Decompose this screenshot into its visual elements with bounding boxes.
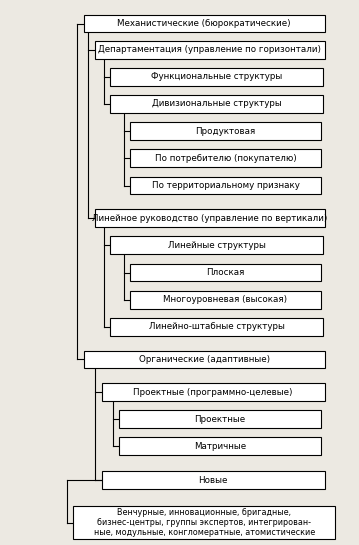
FancyBboxPatch shape xyxy=(102,383,325,401)
Text: Механистические (бюрократические): Механистические (бюрократические) xyxy=(117,19,291,28)
Text: Продуктовая: Продуктовая xyxy=(195,126,256,136)
FancyBboxPatch shape xyxy=(94,209,325,227)
Text: Плоская: Плоская xyxy=(206,268,245,277)
Text: Проектные (программно-целевые): Проектные (программно-целевые) xyxy=(133,387,293,397)
Text: Матричные: Матричные xyxy=(194,442,246,451)
Text: Проектные: Проектные xyxy=(195,415,246,424)
Text: Новые: Новые xyxy=(199,476,228,485)
Text: Многоуровневая (высокая): Многоуровневая (высокая) xyxy=(163,295,288,304)
Text: Органические (адаптивные): Органические (адаптивные) xyxy=(139,355,270,364)
FancyBboxPatch shape xyxy=(130,122,321,140)
Text: Линейное руководство (управление по вертикали): Линейное руководство (управление по верт… xyxy=(92,214,327,223)
FancyBboxPatch shape xyxy=(73,506,335,539)
FancyBboxPatch shape xyxy=(130,149,321,167)
FancyBboxPatch shape xyxy=(130,264,321,281)
Text: Венчурные, инновационные, бригадные,
бизнес-центры, группы экспертов, интегриров: Венчурные, инновационные, бригадные, биз… xyxy=(94,507,315,537)
Text: По территориальному признаку: По территориальному признаку xyxy=(151,181,299,190)
Text: Дивизиональные структуры: Дивизиональные структуры xyxy=(152,100,281,108)
FancyBboxPatch shape xyxy=(111,95,323,113)
FancyBboxPatch shape xyxy=(84,350,325,368)
FancyBboxPatch shape xyxy=(119,410,321,428)
FancyBboxPatch shape xyxy=(102,471,325,489)
FancyBboxPatch shape xyxy=(84,15,325,33)
FancyBboxPatch shape xyxy=(111,237,323,255)
FancyBboxPatch shape xyxy=(119,438,321,456)
FancyBboxPatch shape xyxy=(130,290,321,308)
Text: Департаментация (управление по горизонтали): Департаментация (управление по горизонта… xyxy=(98,45,321,54)
Text: Линейные структуры: Линейные структуры xyxy=(168,241,266,250)
Text: Линейно-штабные структуры: Линейно-штабные структуры xyxy=(149,322,285,331)
FancyBboxPatch shape xyxy=(130,177,321,195)
Text: По потребителю (покупателю): По потребителю (покупателю) xyxy=(155,154,297,163)
FancyBboxPatch shape xyxy=(111,68,323,86)
Text: Функциональные структуры: Функциональные структуры xyxy=(151,72,282,81)
FancyBboxPatch shape xyxy=(94,41,325,59)
FancyBboxPatch shape xyxy=(111,318,323,336)
